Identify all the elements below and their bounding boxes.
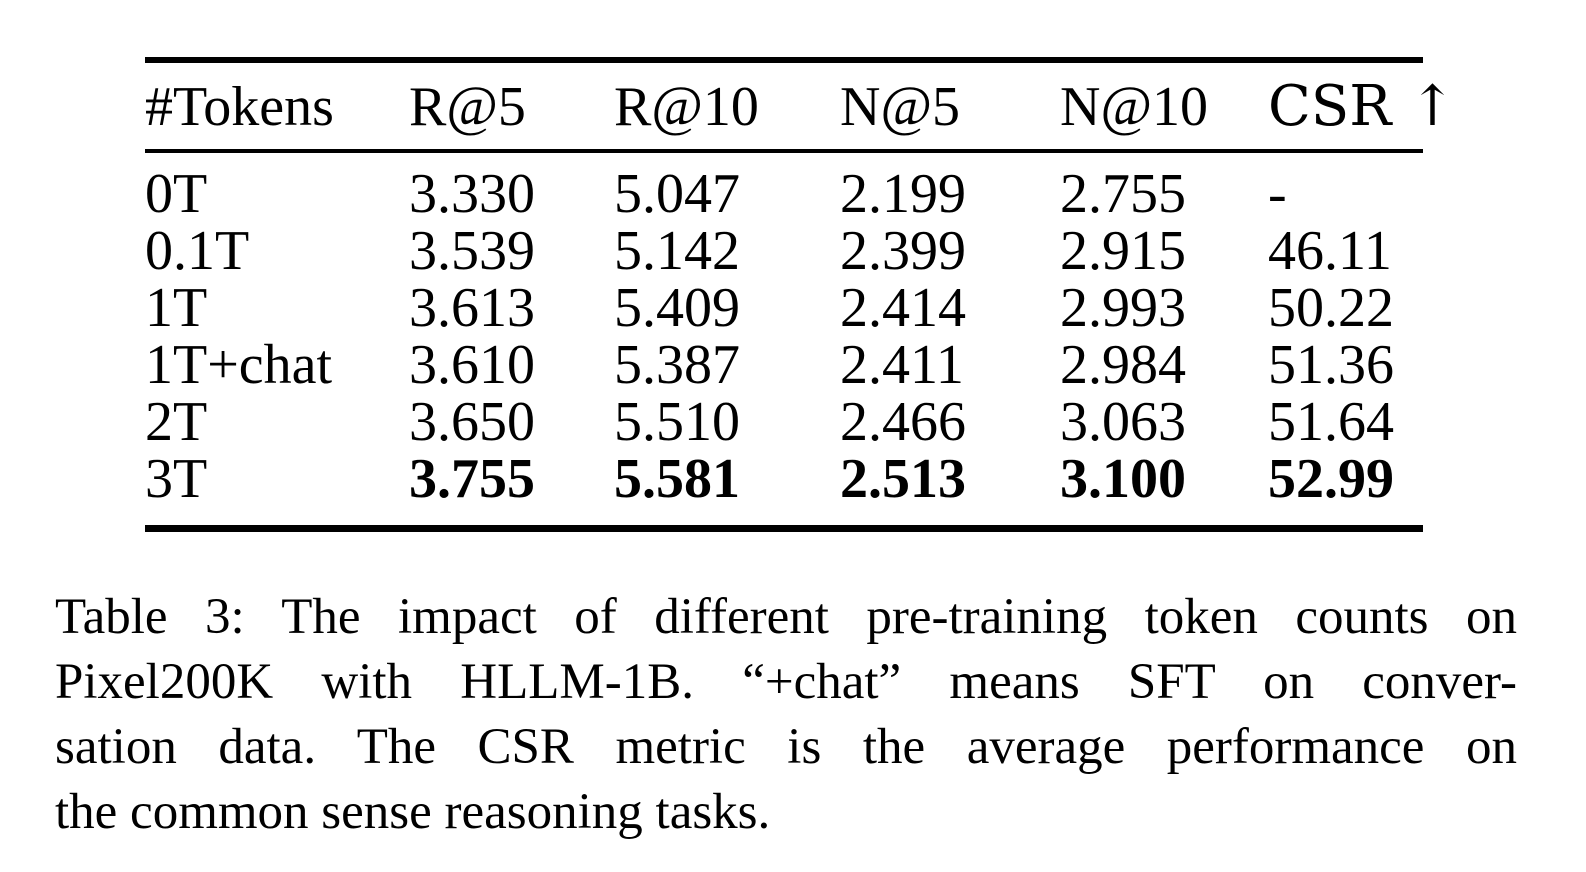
cell-r5: 3.613 — [409, 277, 535, 339]
cell-csr: 51.64 — [1268, 391, 1394, 453]
row-label: 1T — [145, 277, 208, 339]
column-header-r10: R@10 — [614, 60, 840, 153]
table-row: 2T 3.650 5.510 2.466 3.063 51.64 — [145, 394, 1423, 451]
column-header-r5: R@5 — [409, 60, 614, 153]
cell-n5: 2.399 — [840, 220, 966, 282]
cell-n10: 3.063 — [1060, 391, 1186, 453]
table-caption: Table 3: The impact of different pre-tra… — [55, 585, 1517, 845]
cell-n5: 2.411 — [840, 334, 964, 396]
cell-n10: 2.755 — [1060, 163, 1186, 225]
table-row: 1T 3.613 5.409 2.414 2.993 50.22 — [145, 280, 1423, 337]
cell-n5: 2.513 — [840, 448, 966, 510]
cell-r10: 5.409 — [614, 277, 740, 339]
table-row: 0T 3.330 5.047 2.199 2.755 - — [145, 151, 1423, 223]
cell-csr: 50.22 — [1268, 277, 1394, 339]
caption-line: the common sense reasoning tasks. — [55, 784, 771, 840]
cell-n5: 2.466 — [840, 391, 966, 453]
row-label: 1T+chat — [145, 334, 333, 396]
caption-line: Table 3: The impact of different pre-tra… — [55, 589, 1517, 645]
caption-line: Pixel200K with HLLM-1B. “+chat” means SF… — [55, 654, 1517, 710]
cell-r10: 5.142 — [614, 220, 740, 282]
caption-line: sation data. The CSR metric is the avera… — [55, 719, 1517, 775]
cell-n5: 2.199 — [840, 163, 966, 225]
cell-csr: - — [1268, 163, 1287, 225]
cell-csr: 52.99 — [1268, 448, 1394, 510]
cell-r5: 3.330 — [409, 163, 535, 225]
table-header-row: #Tokens R@5 R@10 N@5 N@10 CSR ↑ — [145, 60, 1456, 153]
cell-n5: 2.414 — [840, 277, 966, 339]
table-row: 1T+chat 3.610 5.387 2.411 2.984 51.36 — [145, 337, 1423, 394]
cell-n10: 2.915 — [1060, 220, 1186, 282]
table-row: 0.1T 3.539 5.142 2.399 2.915 46.11 — [145, 223, 1423, 280]
cell-csr: 51.36 — [1268, 334, 1394, 396]
cell-r10: 5.510 — [614, 391, 740, 453]
row-label: 0T — [145, 163, 208, 225]
cell-csr: 46.11 — [1268, 220, 1392, 282]
column-header-n5: N@5 — [840, 60, 1060, 153]
cell-r10: 5.047 — [614, 163, 740, 225]
cell-r5: 3.650 — [409, 391, 535, 453]
row-label: 3T — [145, 448, 208, 510]
cell-r10: 5.387 — [614, 334, 740, 396]
cell-n10: 2.984 — [1060, 334, 1186, 396]
results-table: #Tokens R@5 R@10 N@5 N@10 CSR ↑ 0T 3.330… — [145, 57, 1456, 532]
cell-r5: 3.539 — [409, 220, 535, 282]
column-header-tokens: #Tokens — [145, 60, 409, 153]
cell-n10: 3.100 — [1060, 448, 1186, 510]
row-label: 0.1T — [145, 220, 250, 282]
column-header-csr: CSR ↑ — [1268, 60, 1456, 153]
cell-n10: 2.993 — [1060, 277, 1186, 339]
row-label: 2T — [145, 391, 208, 453]
table-row-best: 3T 3.755 5.581 2.513 3.100 52.99 — [145, 451, 1423, 529]
cell-r5: 3.610 — [409, 334, 535, 396]
column-header-n10: N@10 — [1060, 60, 1268, 153]
cell-r10: 5.581 — [614, 448, 740, 510]
cell-r5: 3.755 — [409, 448, 535, 510]
